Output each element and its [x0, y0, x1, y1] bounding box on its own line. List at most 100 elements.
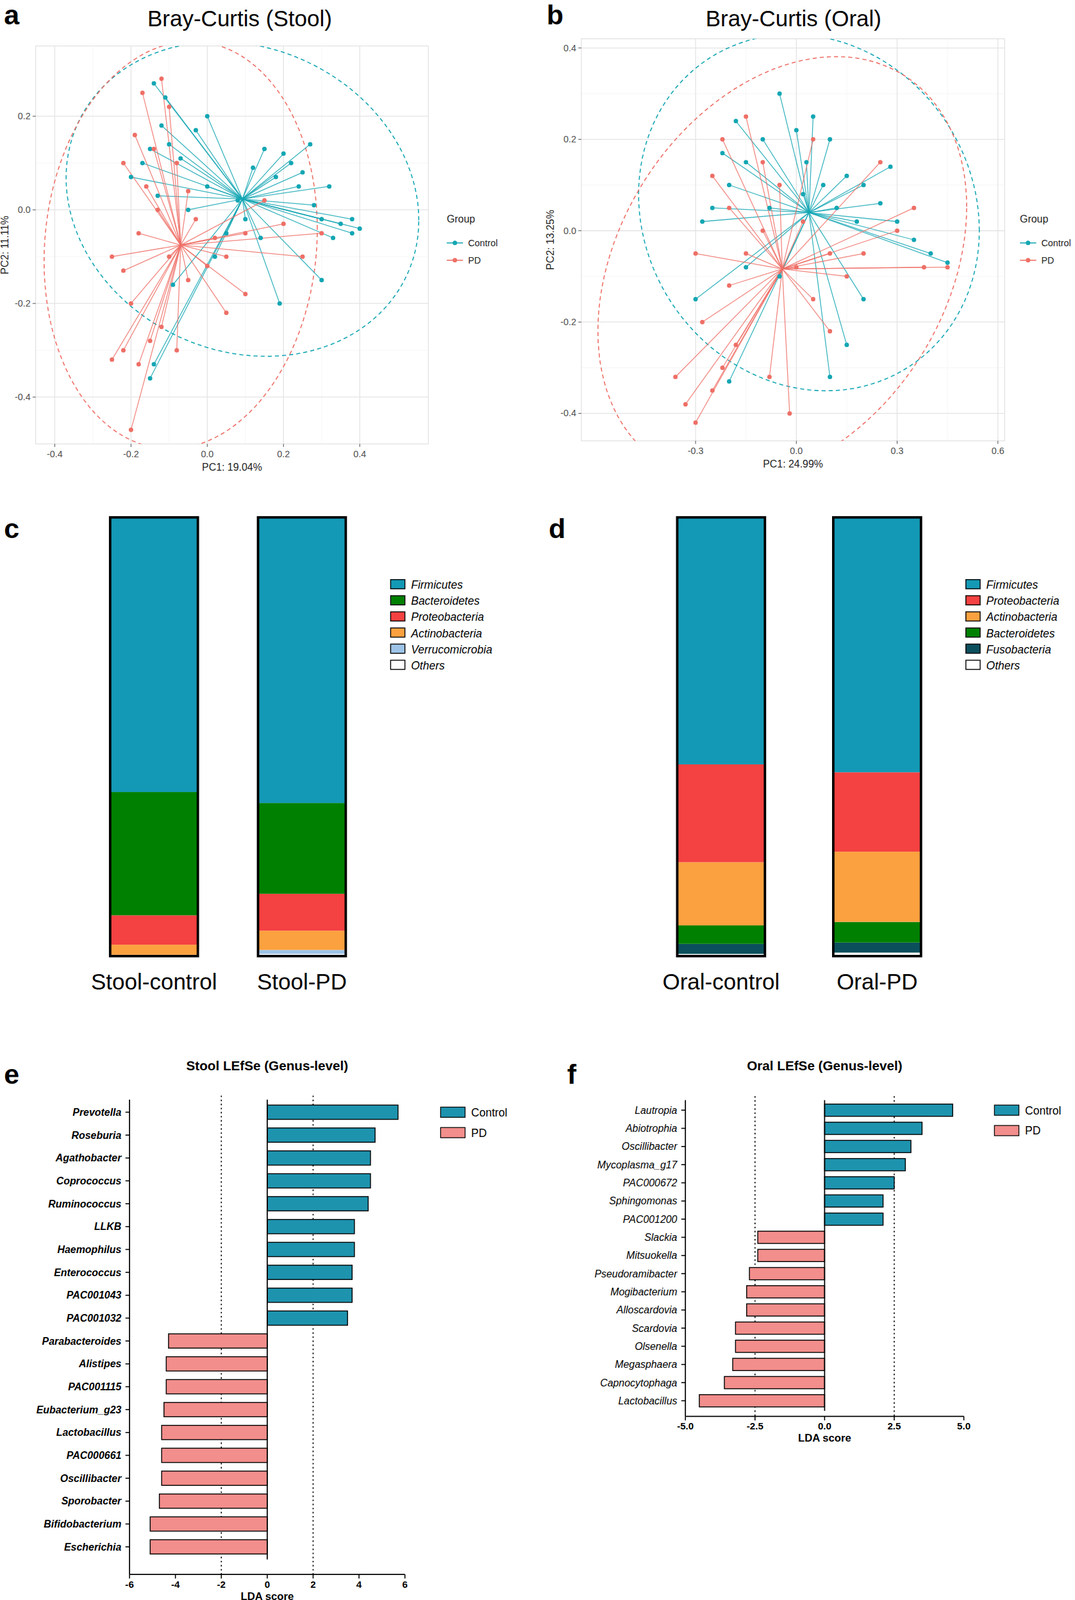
plot-marks [44, 46, 420, 445]
point [300, 254, 305, 259]
spider-line [242, 198, 261, 238]
spider-line [808, 212, 898, 222]
category-label: Sporobacter [61, 1494, 122, 1506]
category-tick [125, 1385, 130, 1388]
legend-dot [1025, 257, 1031, 263]
spider-line [808, 212, 831, 377]
bar [267, 1310, 348, 1325]
spider-line [195, 130, 243, 199]
spider-line [150, 198, 243, 379]
category-tick [681, 1381, 686, 1383]
category-label: Mycoplasma_g17 [597, 1158, 679, 1170]
spider-line [782, 268, 790, 413]
bar [724, 1375, 825, 1388]
plot-area [35, 46, 429, 445]
tick-label: 5.0 [957, 1419, 971, 1431]
tick [796, 440, 797, 444]
stacked-bar-chart: Stool-controlStool-PDFirmicutesBacteroid… [91, 517, 493, 995]
spider-line [242, 148, 265, 199]
category-tick [681, 1217, 686, 1220]
category-label: PAC001043 [66, 1289, 122, 1300]
point [878, 201, 883, 206]
legend: ControlPD [440, 1105, 508, 1140]
bar-segment [258, 517, 347, 803]
bar [267, 1173, 371, 1188]
point [185, 188, 191, 193]
point [158, 123, 164, 128]
point [235, 198, 240, 203]
spider-line [242, 198, 352, 219]
point [224, 254, 229, 259]
bar [749, 1267, 825, 1280]
bar [267, 1287, 352, 1302]
point [242, 230, 248, 236]
point [224, 230, 229, 236]
legend-swatch [390, 627, 405, 637]
spider-line [153, 83, 243, 199]
bar-segment [833, 942, 922, 953]
legend-swatch [390, 611, 405, 621]
legend-label: PD [1025, 1123, 1041, 1137]
category-tick [681, 1236, 686, 1238]
category-tick [681, 1291, 686, 1293]
spider-line [782, 207, 914, 269]
legend-swatch [966, 579, 981, 589]
spider-line [808, 212, 931, 254]
spider-line [746, 116, 783, 270]
bar-segment [833, 771, 922, 852]
spider-line [176, 244, 181, 350]
point [148, 338, 153, 343]
grid-line [581, 321, 1005, 323]
category-label: Roseburia [71, 1129, 122, 1141]
tick [578, 47, 582, 49]
category-label: Olsenella [634, 1340, 677, 1352]
spider-line [169, 107, 181, 246]
bar [150, 1539, 268, 1554]
bar [746, 1303, 825, 1316]
spider-line [180, 244, 227, 313]
reference-line [312, 1094, 315, 1574]
point [733, 118, 738, 124]
category-label: Pseudoramibacter [594, 1267, 678, 1279]
minor-grid [745, 39, 747, 442]
bar [824, 1158, 906, 1171]
category-label: Lautropia [634, 1104, 677, 1116]
legend-swatch [390, 579, 405, 589]
bar [824, 1103, 953, 1117]
point [242, 216, 248, 222]
bar [757, 1230, 825, 1243]
point [710, 173, 715, 179]
legend-label: Control [1041, 237, 1071, 249]
panel-label: d [548, 512, 566, 544]
tick [684, 1416, 686, 1420]
category-tick [681, 1127, 686, 1129]
tick-label: -0.4 [46, 448, 63, 459]
point [185, 277, 191, 283]
spider-line [782, 268, 847, 277]
tick-label: -2.5 [746, 1419, 764, 1431]
category-tick [681, 1345, 686, 1347]
spider-line [782, 253, 830, 269]
point [827, 251, 833, 256]
point [726, 182, 732, 188]
axis-title: PC2: 13.25% [544, 209, 556, 270]
category-label: PAC000661 [66, 1449, 122, 1461]
legend-label: PD [467, 255, 481, 266]
bar-segment [258, 930, 347, 950]
category-label: Enterococcus [53, 1266, 122, 1278]
point [743, 264, 749, 270]
spider-line [782, 268, 830, 331]
point [894, 219, 900, 224]
point [166, 104, 172, 109]
spider-line [808, 116, 814, 213]
tick-label: 0.2 [17, 110, 31, 122]
category-tick [125, 1180, 130, 1182]
tick [283, 443, 284, 447]
point [794, 264, 799, 270]
category-tick [681, 1272, 686, 1274]
spider-line [150, 148, 243, 199]
category-tick [681, 1308, 686, 1311]
legend: FirmicutesProteobacteriaActinobacteriaBa… [966, 578, 1060, 672]
category-label: Alloscardovia [616, 1303, 678, 1315]
point [166, 254, 172, 259]
